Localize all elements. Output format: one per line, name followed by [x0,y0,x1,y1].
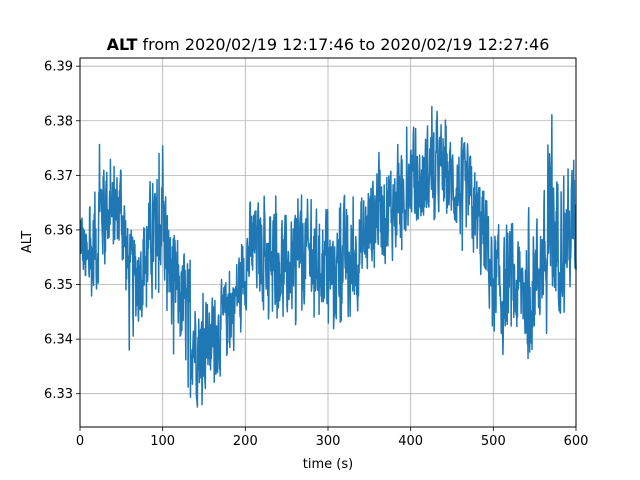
y-tick-label: 6.35 [44,278,73,293]
y-tick-label: 6.36 [44,223,73,238]
series-layer [79,105,577,408]
x-tick-label: 600 [564,434,589,449]
y-axis-label: ALT [20,231,35,253]
y-tick-label: 6.34 [44,333,73,348]
chart-title-rest: from 2020/02/19 12:17:46 to 2020/02/19 1… [137,35,549,54]
x-axis: 0 100 200 300 400 500 600 [76,427,589,449]
y-tick-label: 6.38 [44,114,73,129]
chart-title: ALT from 2020/02/19 12:17:46 to 2020/02/… [107,35,550,54]
y-axis: 6.33 6.34 6.35 6.36 6.37 6.38 6.39 [44,60,80,402]
y-tick-label: 6.37 [44,169,73,184]
x-tick-label: 0 [76,434,84,449]
chart-title-bold: ALT [107,35,138,54]
y-tick-label: 6.39 [44,60,73,75]
x-tick-label: 400 [398,434,423,449]
x-tick-label: 200 [233,434,258,449]
x-axis-label: time (s) [303,457,353,472]
x-tick-label: 300 [316,434,341,449]
alt-series-line [79,105,577,408]
x-tick-label: 100 [150,434,175,449]
y-tick-label: 6.33 [44,387,73,402]
x-tick-label: 500 [481,434,506,449]
